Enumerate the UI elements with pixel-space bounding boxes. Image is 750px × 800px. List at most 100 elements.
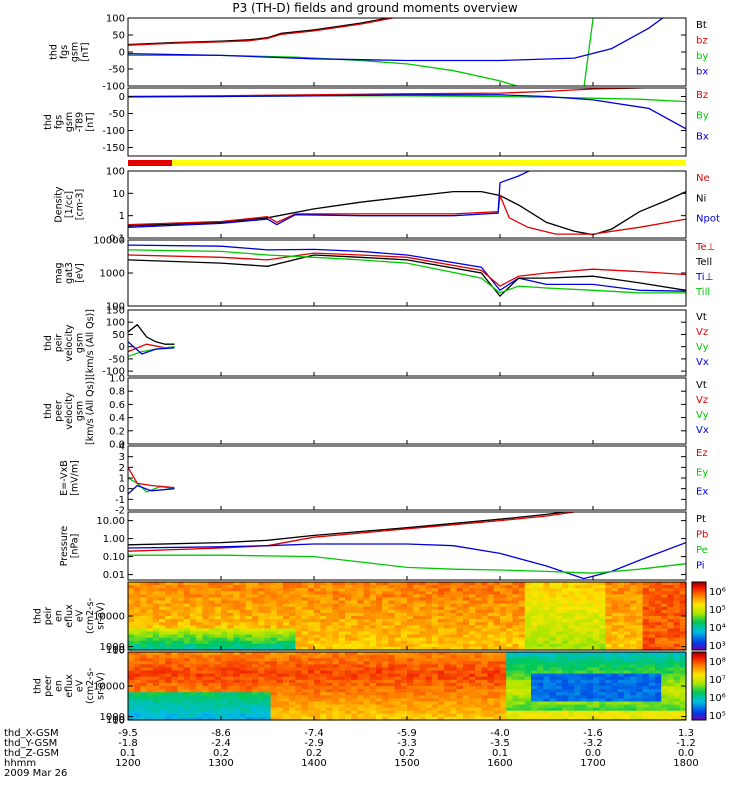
y-axis-label: [nT]	[80, 42, 91, 61]
spectrogram-cell	[363, 710, 371, 715]
y-tick-label: 1000	[100, 712, 125, 723]
spectrogram-cell	[320, 628, 327, 633]
spectrogram-cell	[524, 600, 532, 605]
spectrogram-cell	[475, 673, 482, 678]
spectrogram-cell	[555, 594, 563, 599]
spectrogram-cell	[332, 585, 340, 589]
spectrogram-cell	[624, 673, 631, 678]
spectrogram-cell	[636, 622, 644, 626]
spectrogram-cell	[208, 658, 216, 662]
spectrogram-cell	[407, 704, 414, 709]
spectrogram-cell	[506, 646, 513, 651]
spectrogram-cell	[134, 628, 141, 633]
spectrogram-cell	[332, 652, 340, 656]
spectrogram-cell	[233, 716, 241, 721]
spectrogram-cell	[252, 667, 259, 672]
spectrogram-cell	[493, 640, 501, 645]
spectrogram-cell	[301, 600, 309, 605]
y-axis-label: [km/s (All Qs)]	[85, 377, 96, 445]
spectrogram-cell	[450, 673, 458, 678]
spectrogram-cell	[549, 585, 557, 589]
spectrogram-cell	[624, 704, 631, 709]
spectrogram-cell	[586, 713, 594, 718]
spectrogram-cell	[531, 698, 538, 703]
spectrogram-cell	[400, 704, 408, 709]
spectrogram-cell	[394, 716, 402, 721]
spectrogram-cell	[673, 704, 681, 709]
spectrogram-cell	[425, 637, 433, 642]
spectrogram-cell	[245, 655, 253, 659]
spectrogram-cell	[227, 594, 234, 599]
y-axis-label: thd	[43, 403, 54, 419]
spectrogram-cell	[128, 661, 135, 665]
spectrogram-cell	[574, 679, 582, 684]
spectrogram-cell	[301, 640, 309, 645]
spectrogram-cell	[345, 692, 352, 696]
spectrogram-cell	[165, 582, 172, 586]
spectrogram-cell	[413, 616, 420, 620]
spectrogram-cell	[419, 646, 427, 651]
y-tick-label: 100	[106, 645, 125, 656]
spectrogram-cell	[617, 676, 625, 681]
spectrogram-cell	[568, 585, 575, 589]
spectrogram-cell	[555, 637, 563, 642]
spectrogram-cell	[252, 658, 259, 662]
spectrogram-cell	[493, 612, 501, 617]
spectrogram-cell	[599, 643, 606, 648]
spectrogram-cell	[202, 622, 210, 626]
spectrogram-cell	[419, 701, 427, 706]
y-tick-label: 0	[119, 92, 125, 103]
spectrogram-cell	[469, 655, 476, 659]
spectrogram-cell	[152, 643, 160, 648]
spectrogram-cell	[196, 619, 203, 623]
spectrogram-cell	[475, 658, 482, 662]
spectrogram-cell	[363, 616, 371, 620]
spectrogram-cell	[388, 619, 396, 623]
spectrogram-cell	[642, 667, 650, 672]
spectrogram-cell	[531, 692, 538, 696]
spectrogram-cell	[593, 588, 600, 592]
spectrogram-cell	[227, 612, 234, 617]
spectrogram-cell	[394, 670, 402, 675]
spectrogram-cell	[661, 622, 668, 626]
spectrogram-cell	[252, 631, 259, 636]
spectrogram-cell	[140, 686, 148, 690]
spectrogram-cell	[413, 682, 420, 687]
spectrogram-cell	[661, 673, 668, 678]
spectrogram-cell	[661, 676, 668, 681]
spectrogram-cell	[357, 673, 365, 678]
spectrogram-cell	[264, 664, 272, 669]
spectrogram-cell	[611, 655, 619, 659]
spectrogram-cell	[450, 643, 458, 648]
spectrogram-cell	[549, 634, 557, 639]
spectrogram-cell	[593, 713, 600, 718]
spectrogram-cell	[574, 692, 582, 696]
spectrogram-cell	[295, 670, 303, 675]
spectrogram-cell	[456, 637, 464, 642]
spectrogram-cell	[270, 625, 278, 629]
spectrogram-cell	[506, 640, 513, 645]
spectrogram-cell	[239, 582, 247, 586]
spectrogram-cell	[481, 588, 489, 592]
spectrogram-cell	[617, 634, 625, 639]
spectrogram-cell	[438, 640, 445, 645]
spectrogram-cell	[345, 710, 352, 715]
spectrogram-cell	[648, 716, 656, 721]
spectrogram-cell	[128, 655, 135, 659]
spectrogram-cell	[128, 667, 135, 672]
spectrogram-cell	[264, 582, 272, 586]
spectrogram-cell	[146, 585, 154, 589]
spectrogram-cell	[518, 701, 526, 706]
spectrogram-cell	[376, 707, 383, 712]
spectrogram-cell	[295, 667, 303, 672]
spectrogram-cell	[593, 682, 600, 687]
spectrogram-cell	[431, 698, 439, 703]
spectrogram-cell	[301, 646, 309, 651]
spectrogram-cell	[369, 676, 377, 681]
spectrogram-cell	[493, 667, 501, 672]
spectrogram-cell	[314, 588, 321, 592]
spectrogram-cell	[642, 616, 650, 620]
spectrogram-cell	[227, 597, 234, 602]
spectrogram-cell	[208, 664, 216, 669]
spectrogram-cell	[345, 637, 352, 642]
